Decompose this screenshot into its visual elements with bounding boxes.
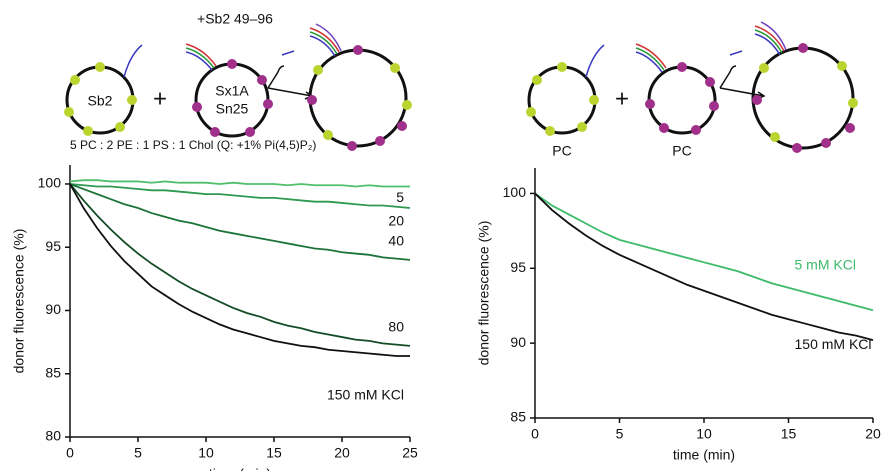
series-line: [69, 183, 411, 347]
series-label: 5: [396, 189, 404, 205]
x-tick-label: 0: [66, 445, 74, 461]
series-label: 40: [388, 233, 404, 249]
y-axis-title: donor fluorescence (%): [11, 229, 27, 374]
vesicle-label: Sx1A: [215, 83, 249, 99]
plus: +: [153, 85, 167, 112]
x-axis-title: time (min): [209, 466, 271, 471]
dots-green: [64, 61, 858, 142]
plus: +: [615, 85, 629, 112]
snare-strands: [123, 21, 787, 100]
series-line: [69, 183, 410, 357]
y-tick-label: 85: [45, 364, 61, 380]
series-line: [534, 192, 874, 312]
y-tick-label: 100: [38, 175, 62, 191]
y-tick-label: 95: [45, 238, 61, 254]
x-tick-label: 10: [198, 445, 214, 461]
series-line: [69, 183, 411, 209]
y-tick-label: 100: [503, 184, 527, 200]
peptide-label: +Sb2 49–96: [197, 11, 273, 27]
vesicle-label: PC: [672, 143, 691, 159]
x-tick-label: 5: [134, 445, 142, 461]
series-line: [534, 192, 874, 342]
x-tick-label: 15: [781, 426, 797, 442]
x-tick-label: 25: [402, 445, 418, 461]
vesicle-label: Sb2: [88, 93, 113, 109]
series-label: 150 mM KCl: [327, 387, 404, 403]
y-axis-title: donor fluorescence (%): [476, 221, 492, 366]
y-tick-label: 85: [510, 409, 526, 425]
series-label: 20: [388, 213, 404, 229]
series-label: 5 mM KCl: [795, 256, 856, 272]
y-tick-label: 80: [45, 428, 61, 444]
series-line: [69, 179, 410, 188]
lipid-composition: 5 PC : 2 PE : 1 PS : 1 Chol (Q: +1% Pi(4…: [70, 138, 316, 152]
series-label: 80: [388, 319, 404, 335]
x-tick-label: 15: [266, 445, 282, 461]
series-label: 150 mM KCl: [795, 336, 872, 352]
vesicle: [647, 65, 717, 135]
dots-magenta: [192, 43, 855, 153]
x-tick-label: 0: [531, 426, 539, 442]
x-tick-label: 20: [334, 445, 350, 461]
x-tick-label: 20: [865, 426, 881, 442]
x-tick-label: 5: [616, 426, 624, 442]
schematic: [64, 21, 858, 153]
y-tick-label: 90: [45, 301, 61, 317]
y-tick-label: 90: [510, 334, 526, 350]
x-axis-title: time (min): [673, 447, 735, 463]
series-line: [69, 183, 411, 261]
vesicle-label: Sn25: [216, 101, 249, 117]
x-tick-label: 10: [696, 426, 712, 442]
y-tick-label: 95: [510, 259, 526, 275]
vesicle-label: PC: [552, 143, 571, 159]
